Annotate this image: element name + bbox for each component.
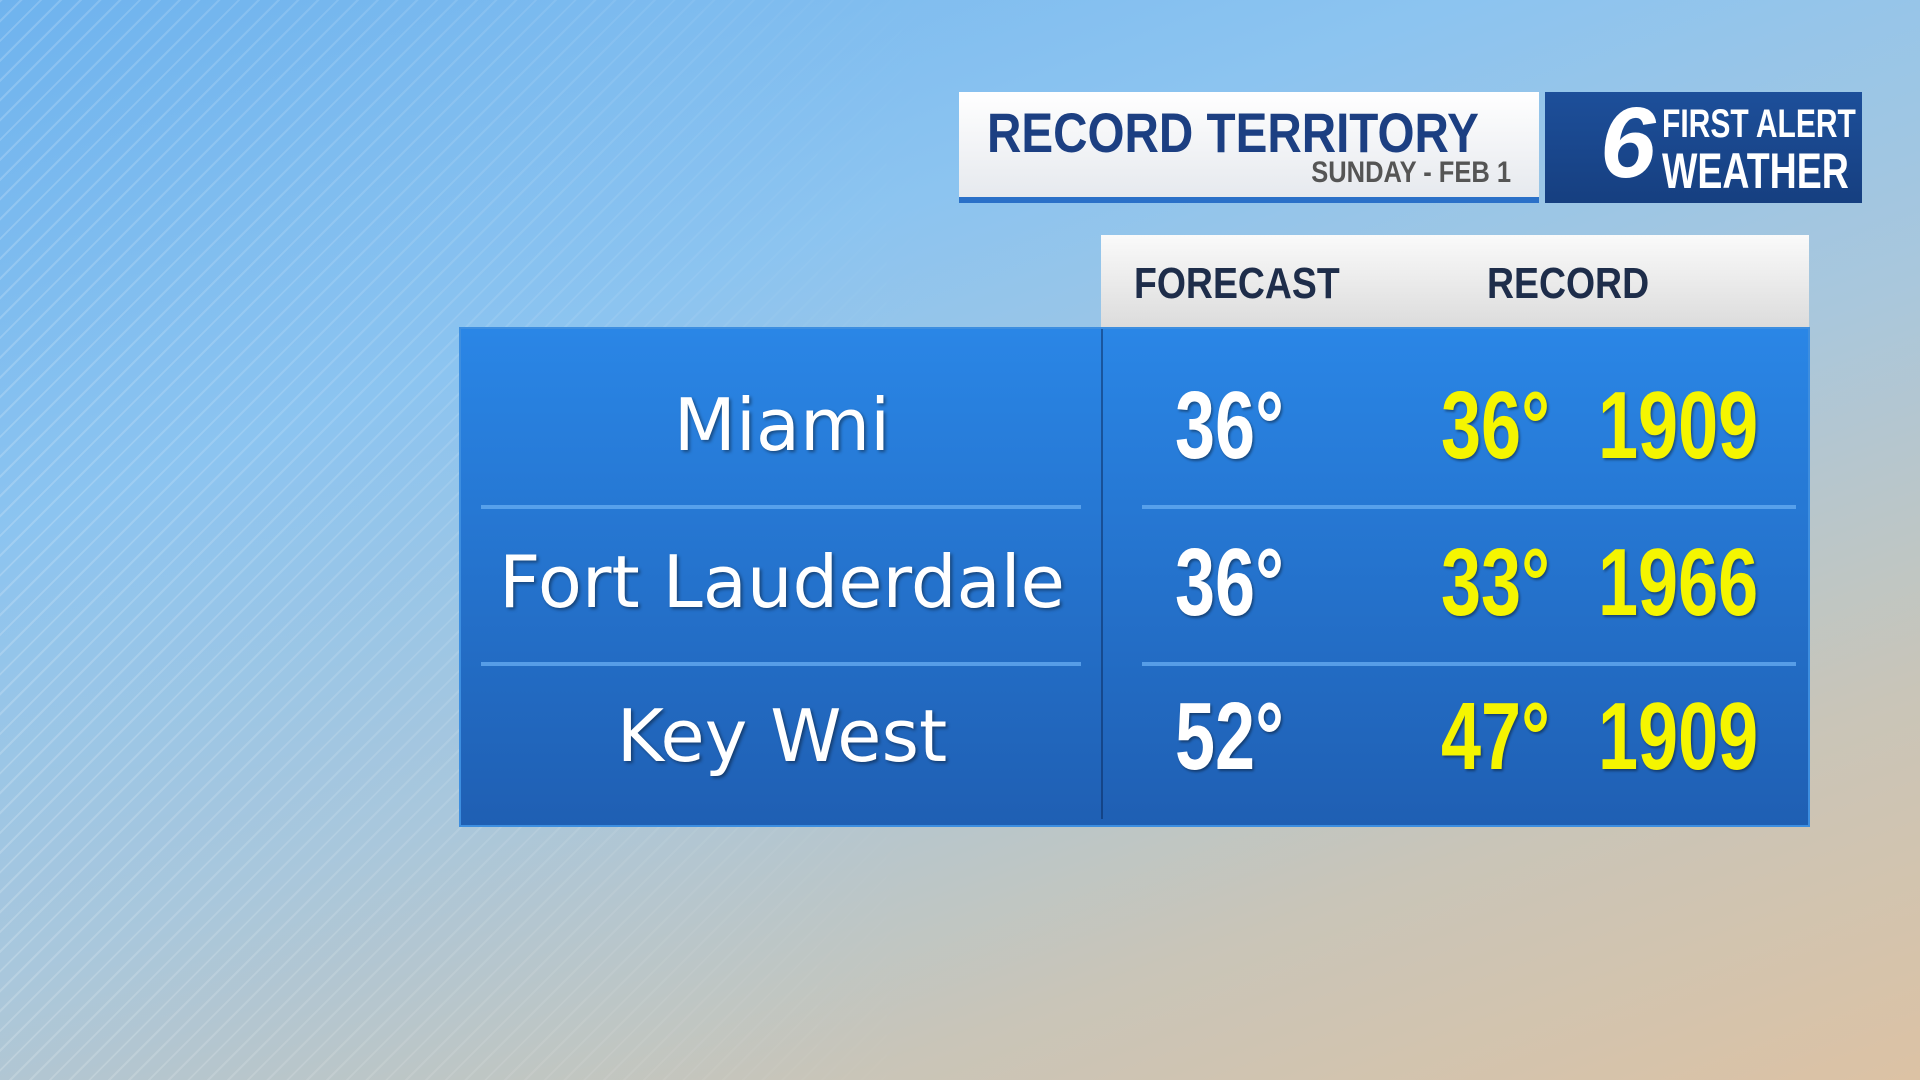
table: Miami 36° 36° 1909 Fort Lauderdale 36° 33° 1966… (459, 327, 1810, 827)
title-box: RECORD TERRITORY SUNDAY - FEB 1 (959, 92, 1539, 203)
record-year: 1909 (1598, 683, 1759, 790)
title: RECORD TERRITORY (987, 101, 1479, 164)
logo-line: FIRST ALERT (1662, 102, 1856, 146)
city-name: Miami (673, 383, 891, 467)
row-separator (1142, 662, 1796, 666)
logo-line: WEATHER (1662, 143, 1849, 199)
row-separator (1142, 505, 1796, 509)
logo-number: 6 (1600, 87, 1656, 199)
column-header: FORECAST (1134, 259, 1340, 308)
city-name: Fort Lauderdale (499, 540, 1065, 624)
forecast-temp: 36° (1175, 372, 1284, 479)
subtitle: SUNDAY - FEB 1 (1311, 156, 1511, 189)
column-header: RECORD (1487, 259, 1650, 308)
forecast-temp: 36° (1175, 529, 1284, 636)
record-year: 1909 (1598, 372, 1759, 479)
city-name: Key West (616, 694, 948, 778)
header-row: FORECAST RECORD (1101, 235, 1809, 327)
logo: 6 FIRST ALERT WEATHER (1545, 87, 1862, 203)
record-temp: 33° (1441, 529, 1550, 636)
record-year: 1966 (1598, 529, 1759, 636)
row-separator (481, 662, 1081, 666)
record-temp: 36° (1441, 372, 1550, 479)
forecast-temp: 52° (1175, 683, 1284, 790)
record-temp: 47° (1441, 683, 1550, 790)
row-separator (481, 505, 1081, 509)
column-divider (1101, 329, 1103, 819)
